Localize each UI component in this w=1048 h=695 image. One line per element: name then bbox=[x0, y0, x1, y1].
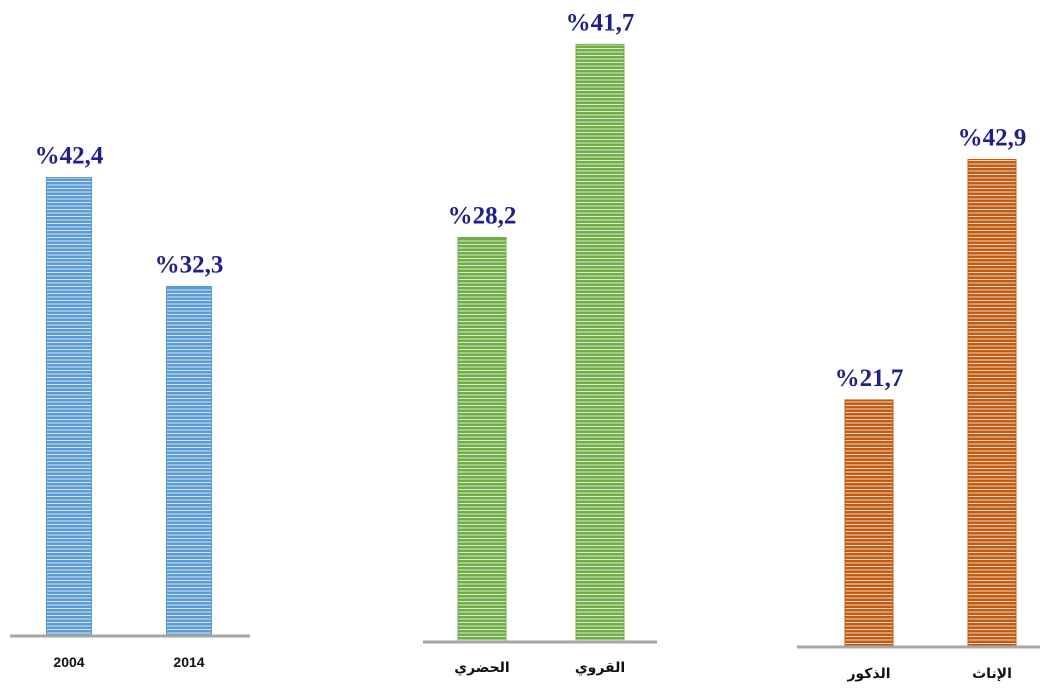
bar bbox=[166, 286, 212, 636]
category-label: 2004 bbox=[53, 654, 84, 670]
bar bbox=[575, 43, 625, 642]
bar bbox=[457, 236, 507, 642]
bar bbox=[46, 177, 92, 636]
bar bbox=[844, 399, 894, 647]
value-label: %21,7 bbox=[835, 365, 904, 392]
value-label: %28,2 bbox=[448, 202, 517, 229]
category-label: الذكور bbox=[846, 665, 890, 682]
category-label: 2014 bbox=[173, 654, 204, 670]
category-label: الإناث bbox=[972, 665, 1012, 682]
value-label: %42,4 bbox=[35, 143, 104, 170]
bar bbox=[967, 158, 1017, 647]
category-label: الحضري bbox=[454, 659, 509, 677]
value-label: %41,7 bbox=[566, 9, 635, 36]
value-label: %42,9 bbox=[958, 124, 1027, 151]
category-label: القروي bbox=[575, 659, 625, 677]
value-label: %32,3 bbox=[155, 252, 224, 279]
